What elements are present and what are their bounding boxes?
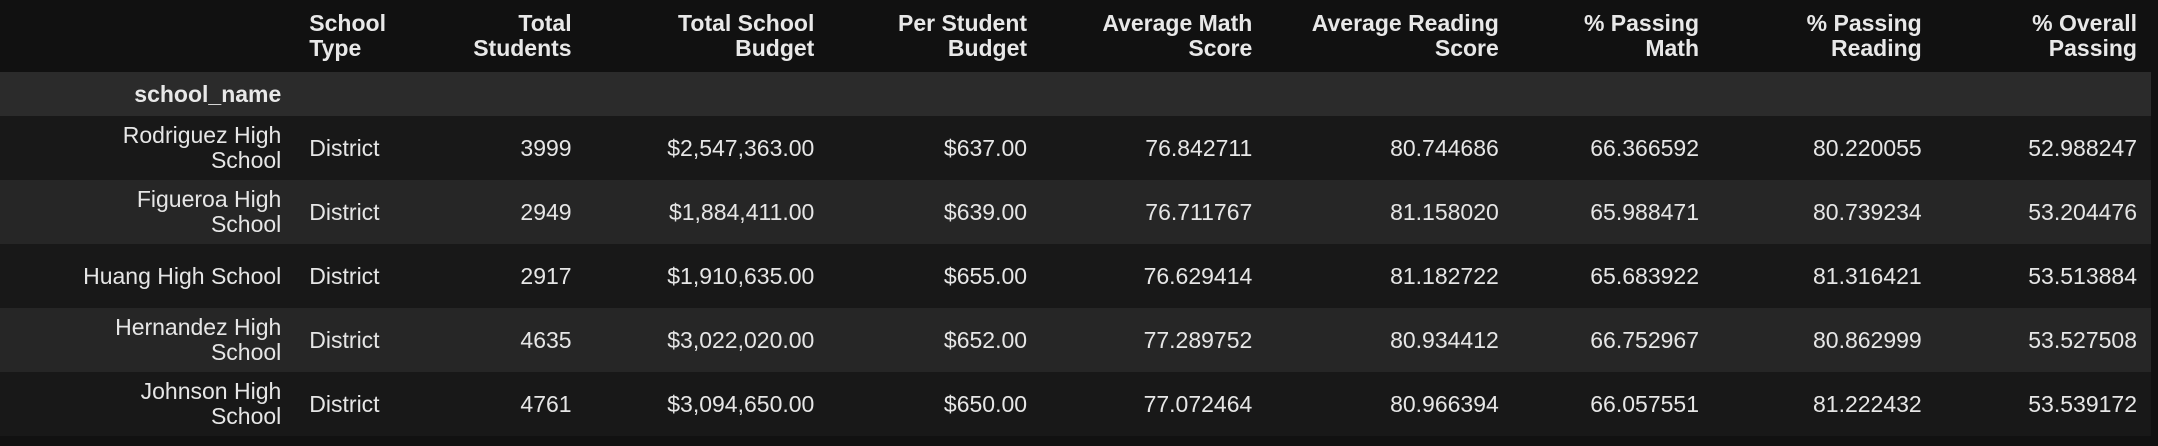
pct-passing-math-cell: 65.988471 <box>1512 180 1713 244</box>
index-name-row: school_name <box>0 72 2151 116</box>
header-blank-cell <box>0 0 296 72</box>
total-budget-cell: $2,547,363.00 <box>585 116 829 180</box>
index-row-blank <box>445 72 586 116</box>
index-row-blank <box>1266 72 1513 116</box>
index-row-blank <box>1713 72 1936 116</box>
per-student-budget-cell: $639.00 <box>828 180 1042 244</box>
total-students-cell: 4761 <box>445 372 586 436</box>
school-name-cell: Huang High School <box>0 244 296 308</box>
column-header: Average Math Score <box>1041 0 1267 72</box>
total-budget-cell: $1,910,635.00 <box>585 244 829 308</box>
school-summary-table: School Type Total Students Total School Bud… <box>0 0 2151 436</box>
per-student-budget-cell: $650.00 <box>828 372 1042 436</box>
index-row-blank <box>585 72 829 116</box>
avg-reading-cell: 81.158020 <box>1266 180 1513 244</box>
pct-passing-math-cell: 65.683922 <box>1512 244 1713 308</box>
total-budget-cell: $3,022,020.00 <box>585 308 829 372</box>
total-students-cell: 4635 <box>445 308 586 372</box>
total-students-cell: 3999 <box>445 116 586 180</box>
column-header: % Passing Math <box>1512 0 1713 72</box>
table-row: Hernandez High School District 4635 $3,022,0… <box>0 308 2151 372</box>
table-row: Johnson High School District 4761 $3,094,650… <box>0 372 2151 436</box>
per-student-budget-cell: $652.00 <box>828 308 1042 372</box>
school-name-cell: Johnson High School <box>0 372 296 436</box>
column-header: Per Student Budget <box>828 0 1042 72</box>
column-header: % Passing Reading <box>1713 0 1936 72</box>
school-type-cell: District <box>295 180 446 244</box>
pct-overall-passing-cell: 53.513884 <box>1935 244 2151 308</box>
index-row-blank <box>295 72 446 116</box>
avg-reading-cell: 80.934412 <box>1266 308 1513 372</box>
pct-passing-reading-cell: 81.316421 <box>1713 244 1936 308</box>
per-student-budget-cell: $655.00 <box>828 244 1042 308</box>
pct-overall-passing-cell: 53.527508 <box>1935 308 2151 372</box>
pct-overall-passing-cell: 53.204476 <box>1935 180 2151 244</box>
table-body: Rodriguez High School District 3999 $2,547,3… <box>0 116 2151 436</box>
column-header: % Overall Passing <box>1935 0 2151 72</box>
index-row-blank <box>828 72 1042 116</box>
avg-math-cell: 76.711767 <box>1041 180 1267 244</box>
total-budget-cell: $3,094,650.00 <box>585 372 829 436</box>
column-header: Total School Budget <box>585 0 829 72</box>
pct-overall-passing-cell: 52.988247 <box>1935 116 2151 180</box>
column-header: School Type <box>295 0 446 72</box>
total-budget-cell: $1,884,411.00 <box>585 180 829 244</box>
school-type-cell: District <box>295 308 446 372</box>
per-student-budget-cell: $637.00 <box>828 116 1042 180</box>
table-row: Figueroa High School District 2949 $1,884,41… <box>0 180 2151 244</box>
avg-math-cell: 76.629414 <box>1041 244 1267 308</box>
pct-passing-reading-cell: 80.862999 <box>1713 308 1936 372</box>
total-students-cell: 2949 <box>445 180 586 244</box>
school-type-cell: District <box>295 116 446 180</box>
school-name-cell: Hernandez High School <box>0 308 296 372</box>
column-header-row: School Type Total Students Total School Bud… <box>0 0 2151 72</box>
avg-math-cell: 77.289752 <box>1041 308 1267 372</box>
pct-passing-math-cell: 66.752967 <box>1512 308 1713 372</box>
pct-passing-math-cell: 66.057551 <box>1512 372 1713 436</box>
table-row: Huang High School District 2917 $1,910,635.… <box>0 244 2151 308</box>
school-name-cell: Figueroa High School <box>0 180 296 244</box>
index-row-blank <box>1935 72 2151 116</box>
avg-reading-cell: 80.744686 <box>1266 116 1513 180</box>
avg-math-cell: 77.072464 <box>1041 372 1267 436</box>
pct-passing-reading-cell: 80.739234 <box>1713 180 1936 244</box>
school-name-cell: Rodriguez High School <box>0 116 296 180</box>
index-row-blank <box>1041 72 1267 116</box>
avg-math-cell: 76.842711 <box>1041 116 1267 180</box>
total-students-cell: 2917 <box>445 244 586 308</box>
pct-passing-math-cell: 66.366592 <box>1512 116 1713 180</box>
avg-reading-cell: 80.966394 <box>1266 372 1513 436</box>
avg-reading-cell: 81.182722 <box>1266 244 1513 308</box>
table-row: Rodriguez High School District 3999 $2,547,3… <box>0 116 2151 180</box>
column-header: Average Reading Score <box>1266 0 1513 72</box>
table-header: School Type Total Students Total School Bud… <box>0 0 2151 116</box>
pct-passing-reading-cell: 80.220055 <box>1713 116 1936 180</box>
index-name-header: school_name <box>0 72 296 116</box>
pct-overall-passing-cell: 53.539172 <box>1935 372 2151 436</box>
pct-passing-reading-cell: 81.222432 <box>1713 372 1936 436</box>
school-type-cell: District <box>295 244 446 308</box>
school-type-cell: District <box>295 372 446 436</box>
index-row-blank <box>1512 72 1713 116</box>
column-header: Total Students <box>445 0 586 72</box>
